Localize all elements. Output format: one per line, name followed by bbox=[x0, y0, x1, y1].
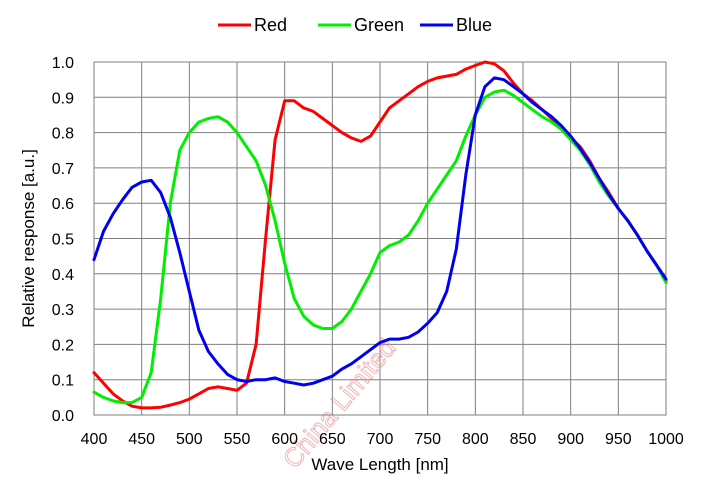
y-tick-label: 0.8 bbox=[52, 126, 74, 143]
x-tick-label: 950 bbox=[605, 431, 632, 448]
x-tick-label: 650 bbox=[319, 431, 346, 448]
x-tick-labels: 400 450 500 550 600 650 700 750 800 850 900 950 1000 bbox=[81, 431, 684, 448]
y-tick-labels: 0.0 0.1 0.2 0.3 0.4 0.5 0.6 0.7 0.8 0.9 1.0 bbox=[52, 55, 74, 425]
x-tick-label: 700 bbox=[367, 431, 394, 448]
legend-label-blue: Blue bbox=[456, 15, 492, 35]
series-line-blue bbox=[92, 76, 668, 387]
x-axis-title: Wave Length [nm] bbox=[311, 455, 448, 474]
y-tick-label: 0.2 bbox=[52, 337, 74, 354]
legend-label-green: Green bbox=[354, 15, 404, 35]
y-tick-label: 0.4 bbox=[52, 267, 74, 284]
y-tick-label: 0.1 bbox=[52, 373, 74, 390]
x-tick-label: 500 bbox=[176, 431, 203, 448]
watermark: China Limited bbox=[276, 332, 402, 474]
x-tick-label: 450 bbox=[128, 431, 155, 448]
x-tick-label: 900 bbox=[557, 431, 584, 448]
y-tick-label: 0.0 bbox=[52, 408, 74, 425]
watermark-text: China Limited bbox=[277, 333, 402, 474]
y-tick-label: 0.3 bbox=[52, 302, 74, 319]
y-axis-title: Relative response [a.u.] bbox=[19, 149, 38, 328]
x-tick-label: 750 bbox=[414, 431, 441, 448]
series-layer bbox=[92, 60, 668, 410]
series-line-green bbox=[92, 88, 668, 405]
y-tick-label: 0.9 bbox=[52, 90, 74, 107]
y-tick-label: 0.5 bbox=[52, 232, 74, 249]
y-tick-label: 1.0 bbox=[52, 55, 74, 72]
legend: Red Green Blue bbox=[218, 15, 492, 35]
legend-label-red: Red bbox=[254, 15, 287, 35]
x-tick-label: 550 bbox=[224, 431, 251, 448]
x-tick-label: 800 bbox=[462, 431, 489, 448]
y-tick-label: 0.7 bbox=[52, 161, 74, 178]
plot-area bbox=[93, 61, 667, 416]
x-tick-label: 600 bbox=[271, 431, 298, 448]
x-tick-label: 1000 bbox=[648, 431, 684, 448]
x-tick-label: 400 bbox=[81, 431, 108, 448]
y-tick-label: 0.6 bbox=[52, 196, 74, 213]
x-tick-label: 850 bbox=[510, 431, 537, 448]
